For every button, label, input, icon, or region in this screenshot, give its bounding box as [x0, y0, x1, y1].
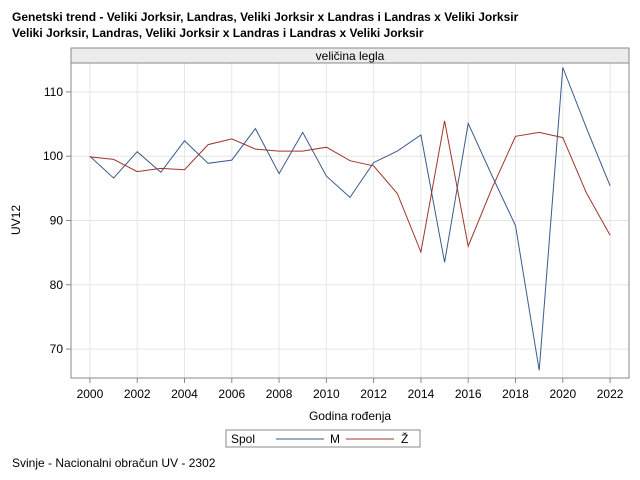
y-tick-label: 110: [44, 85, 63, 99]
x-tick-label: 2016: [455, 387, 482, 401]
panel-header-label: veličina legla: [316, 49, 385, 63]
x-tick-label: 2014: [408, 387, 435, 401]
x-tick-label: 2010: [313, 387, 340, 401]
y-tick-label: 80: [50, 278, 64, 292]
footnote: Svinje - Nacionalni obračun UV - 2302: [12, 456, 216, 470]
x-tick-label: 2012: [360, 387, 387, 401]
x-tick-label: 2002: [124, 387, 151, 401]
chart-title-line-1: Genetski trend - Veliki Jorksir, Landras…: [12, 10, 519, 24]
x-tick-label: 2004: [171, 387, 198, 401]
x-tick-label: 2000: [77, 387, 104, 401]
legend-title: Spol: [231, 432, 255, 446]
x-tick-label: 2020: [549, 387, 576, 401]
y-axis-label: UV12: [9, 205, 23, 235]
y-tick-label: 90: [50, 214, 64, 228]
legend-label-m: M: [330, 432, 340, 446]
y-tick-label: 70: [50, 342, 64, 356]
series-line-z: [89, 120, 611, 254]
grid-lines: [71, 63, 629, 378]
series-line-m: [89, 67, 611, 371]
series-lines: [89, 67, 611, 371]
x-axis: 2000 2002 2004 2006 2008 2010 2012 2014 2016 2018…: [77, 378, 624, 401]
x-tick-label: 2008: [266, 387, 293, 401]
chart-title-line-2: Veliki Jorksir, Landras, Veliki Jorksir …: [12, 26, 424, 40]
y-axis: 70 80 90 100 110: [43, 85, 71, 356]
x-axis-label: Godina rođenja: [309, 409, 391, 423]
x-tick-label: 2006: [218, 387, 245, 401]
x-tick-label: 2018: [502, 387, 529, 401]
legend-label-z: Ž: [401, 431, 408, 446]
x-tick-label: 2022: [597, 387, 624, 401]
legend: Spol M Ž: [225, 429, 421, 448]
y-tick-label: 100: [43, 149, 63, 163]
